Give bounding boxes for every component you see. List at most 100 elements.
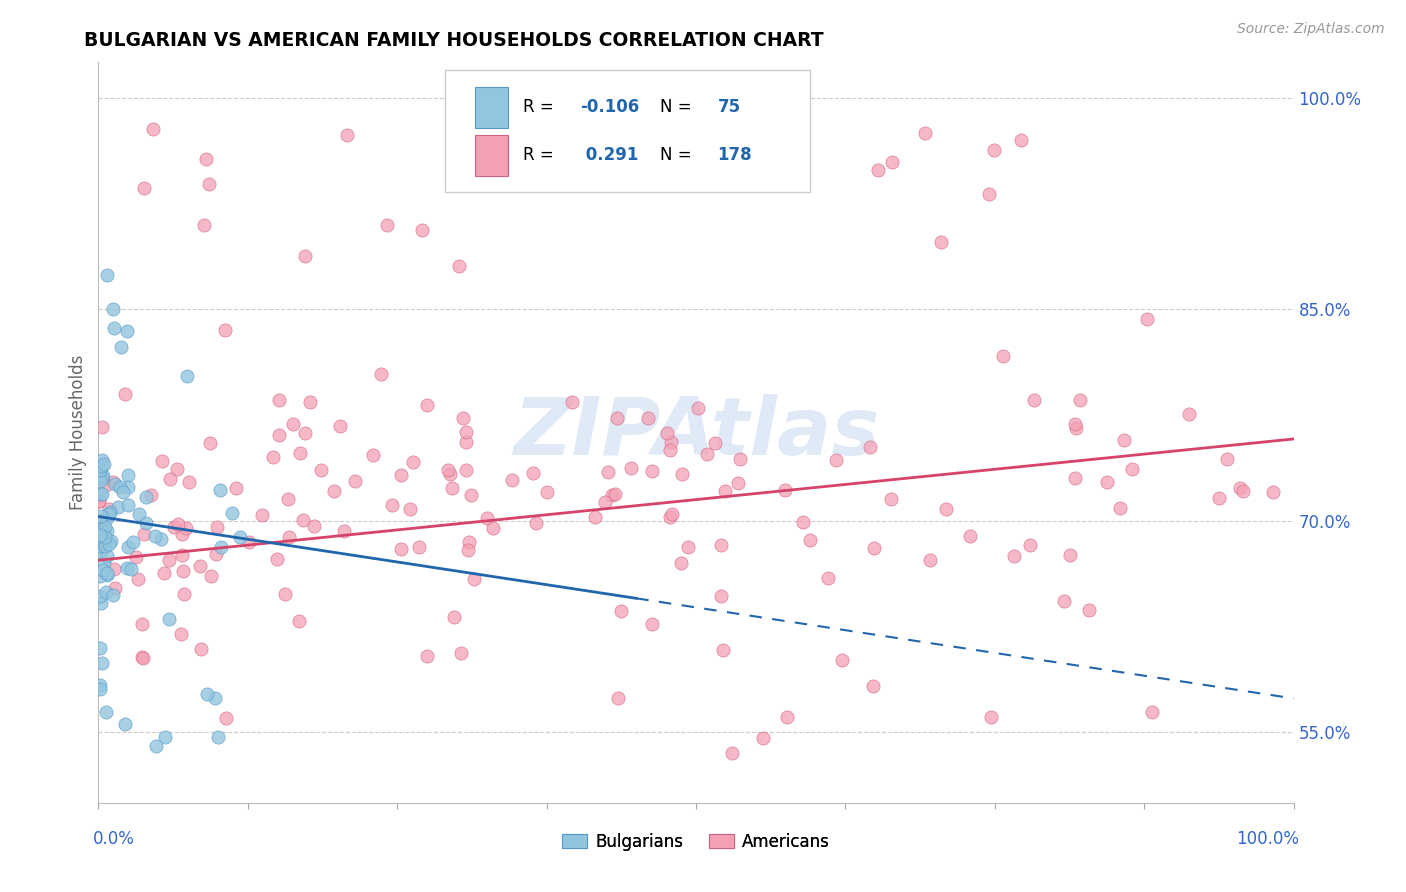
- Point: [333, 524, 356, 538]
- Point: [389, 468, 412, 483]
- Point: [1063, 417, 1085, 432]
- Text: R =: R =: [523, 98, 558, 116]
- Point: [799, 533, 821, 547]
- Point: [458, 534, 481, 549]
- Point: [96, 549, 118, 563]
- Point: [450, 646, 472, 660]
- Point: [277, 492, 299, 507]
- Point: [980, 710, 1002, 724]
- Point: [775, 710, 797, 724]
- Point: [89, 640, 111, 655]
- Point: [225, 481, 247, 495]
- Point: [89, 520, 111, 534]
- Point: [98, 505, 121, 519]
- Point: [593, 494, 616, 508]
- Legend: Bulgarians, Americans: Bulgarians, Americans: [555, 826, 837, 857]
- Point: [561, 395, 583, 409]
- Point: [344, 474, 367, 488]
- Point: [453, 411, 475, 425]
- Point: [416, 398, 439, 412]
- Point: [1261, 485, 1284, 500]
- Point: [163, 520, 186, 534]
- Point: [115, 324, 138, 338]
- Point: [157, 553, 180, 567]
- Point: [880, 492, 903, 507]
- Point: [139, 488, 162, 502]
- Point: [131, 650, 153, 665]
- Point: [153, 566, 176, 580]
- Point: [90, 522, 112, 536]
- Point: [402, 455, 425, 469]
- Point: [89, 569, 111, 583]
- Point: [132, 181, 155, 195]
- Point: [914, 126, 936, 140]
- Point: [449, 259, 471, 273]
- Point: [207, 520, 229, 534]
- Point: [657, 426, 679, 441]
- Point: [773, 483, 796, 497]
- Point: [188, 558, 211, 573]
- Point: [142, 122, 165, 136]
- Point: [127, 572, 149, 586]
- Point: [935, 501, 957, 516]
- Point: [128, 507, 150, 521]
- Point: [96, 268, 118, 282]
- Point: [94, 539, 117, 553]
- Point: [536, 485, 558, 500]
- Point: [637, 411, 659, 425]
- Point: [329, 419, 352, 434]
- Point: [89, 589, 111, 603]
- Point: [90, 596, 112, 610]
- Y-axis label: Family Households: Family Households: [69, 355, 87, 510]
- Point: [200, 569, 222, 583]
- Point: [125, 549, 148, 564]
- Point: [688, 401, 710, 415]
- Point: [176, 368, 198, 383]
- Point: [1063, 471, 1085, 485]
- Text: N =: N =: [661, 146, 697, 164]
- Text: N =: N =: [661, 98, 697, 116]
- FancyBboxPatch shape: [475, 87, 509, 128]
- Point: [460, 488, 482, 502]
- Point: [606, 410, 628, 425]
- Point: [482, 521, 505, 535]
- Point: [641, 464, 664, 478]
- Point: [727, 475, 749, 490]
- Text: 0.291: 0.291: [581, 146, 638, 164]
- Point: [1002, 549, 1025, 563]
- Point: [817, 571, 839, 585]
- Point: [375, 218, 398, 232]
- Point: [89, 539, 111, 553]
- Point: [89, 487, 111, 501]
- Point: [90, 471, 112, 485]
- Point: [610, 604, 633, 618]
- Point: [93, 533, 115, 548]
- Point: [1136, 311, 1159, 326]
- Point: [101, 475, 124, 489]
- Point: [659, 442, 682, 457]
- Point: [107, 500, 129, 515]
- Point: [100, 533, 122, 548]
- Text: R =: R =: [523, 146, 558, 164]
- Point: [96, 524, 118, 538]
- FancyBboxPatch shape: [446, 70, 810, 192]
- Point: [166, 462, 188, 476]
- Point: [437, 463, 460, 477]
- Point: [111, 484, 134, 499]
- Point: [730, 451, 752, 466]
- Point: [292, 513, 315, 527]
- Point: [145, 739, 167, 754]
- Point: [93, 458, 115, 472]
- Point: [195, 152, 218, 166]
- Point: [1215, 452, 1237, 467]
- Point: [94, 584, 117, 599]
- Point: [89, 463, 111, 477]
- Point: [703, 436, 725, 450]
- Point: [96, 566, 118, 580]
- Point: [132, 527, 155, 541]
- Text: -0.106: -0.106: [581, 98, 640, 116]
- Point: [1232, 484, 1254, 499]
- Point: [304, 519, 326, 533]
- Text: 75: 75: [717, 98, 741, 116]
- Point: [298, 395, 321, 409]
